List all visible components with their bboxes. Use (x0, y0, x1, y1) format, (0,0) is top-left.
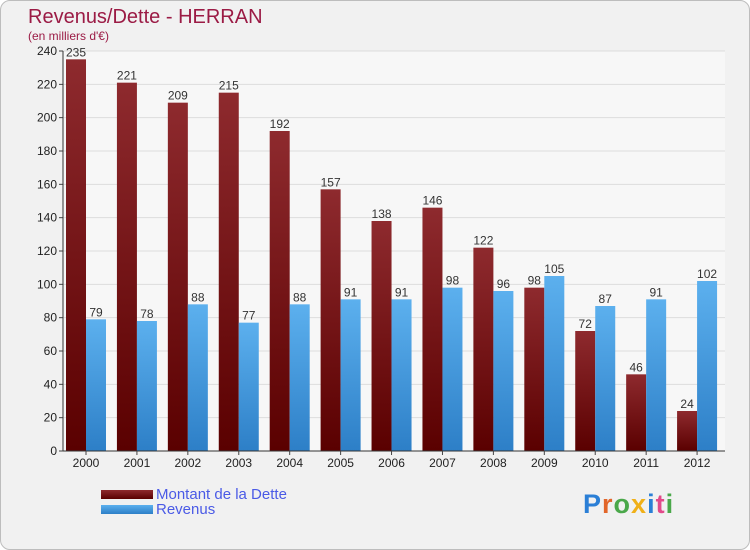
y-tick-label: 240 (37, 44, 57, 58)
data-label-dette: 157 (321, 175, 341, 189)
legend-swatch-revenus (101, 505, 153, 514)
data-label-dette: 215 (219, 79, 239, 93)
y-tick-label: 160 (37, 177, 57, 191)
x-tick-label: 2005 (327, 456, 354, 470)
bar-dette (167, 102, 188, 452)
data-label-dette: 192 (270, 117, 290, 131)
x-tick-label: 2007 (429, 456, 456, 470)
bar-dette (116, 82, 137, 452)
bar-dette (218, 92, 239, 452)
x-tick-label: 2012 (684, 456, 711, 470)
proxiti-logo: Proxiti (583, 489, 675, 519)
bar-dette (371, 221, 392, 451)
bar-dette (422, 207, 443, 451)
bar-dette (575, 331, 596, 451)
bar-dette (320, 189, 341, 452)
data-label-dette: 221 (117, 69, 137, 83)
data-label-dette: 72 (579, 317, 593, 331)
bar-revenus (493, 291, 514, 451)
y-tick-label: 60 (44, 344, 58, 358)
bar-revenus (391, 299, 412, 451)
y-tick-label: 80 (44, 311, 58, 325)
bar-dette (677, 411, 698, 451)
data-label-dette: 138 (372, 207, 392, 221)
legend-item-revenus: Revenus (101, 502, 287, 517)
x-tick-label: 2000 (73, 456, 100, 470)
bar-dette (269, 131, 290, 451)
bar-revenus (646, 299, 667, 451)
data-label-revenus: 91 (395, 285, 409, 299)
data-label-revenus: 105 (544, 262, 564, 276)
y-tick-label: 180 (37, 144, 57, 158)
data-label-dette: 209 (168, 89, 188, 103)
y-tick-label: 200 (37, 111, 57, 125)
y-tick-label: 120 (37, 244, 57, 258)
legend-label-revenus: Revenus (156, 501, 216, 518)
x-tick-label: 2010 (582, 456, 609, 470)
bar-revenus (136, 321, 157, 451)
bar-dette (473, 247, 494, 451)
legend-item-dette: Montant de la Dette (101, 487, 287, 502)
y-tick-label: 20 (44, 411, 58, 425)
data-label-dette: 46 (629, 360, 643, 374)
x-tick-label: 2006 (378, 456, 405, 470)
bar-revenus (187, 304, 208, 451)
bar-dette (626, 374, 647, 451)
x-tick-label: 2004 (276, 456, 303, 470)
data-label-dette: 146 (422, 194, 442, 208)
legend: Montant de la Dette Revenus (101, 487, 287, 517)
x-tick-label: 2002 (174, 456, 201, 470)
data-label-revenus: 88 (191, 290, 205, 304)
data-label-revenus: 88 (293, 290, 307, 304)
data-label-revenus: 79 (89, 305, 103, 319)
bar-revenus (544, 276, 565, 451)
legend-swatch-dette (101, 490, 153, 499)
bar-revenus (289, 304, 310, 451)
data-label-revenus: 77 (242, 309, 256, 323)
bar-revenus (340, 299, 361, 451)
bar-revenus (86, 319, 106, 451)
data-label-dette: 24 (680, 397, 694, 411)
bar-dette (66, 59, 86, 451)
data-label-dette: 235 (66, 45, 86, 59)
data-label-revenus: 102 (697, 267, 717, 281)
legend-label-dette: Montant de la Dette (156, 486, 287, 503)
y-tick-label: 100 (37, 277, 57, 291)
data-label-revenus: 91 (649, 285, 663, 299)
bar-dette (524, 287, 545, 451)
data-label-revenus: 87 (599, 292, 613, 306)
chart-title: Revenus/Dette - HERRAN (28, 6, 263, 28)
bar-revenus (697, 281, 718, 451)
bar-revenus (442, 287, 463, 451)
chart-subtitle: (en milliers d'€) (28, 29, 109, 43)
data-label-revenus: 91 (344, 285, 358, 299)
y-tick-label: 40 (44, 377, 58, 391)
bar-revenus (238, 322, 259, 451)
x-tick-label: 2009 (531, 456, 558, 470)
y-tick-label: 140 (37, 211, 57, 225)
x-tick-label: 2001 (124, 456, 151, 470)
x-tick-label: 2011 (633, 456, 659, 470)
x-tick-label: 2008 (480, 456, 507, 470)
data-label-dette: 98 (528, 274, 542, 288)
data-label-dette: 122 (473, 234, 493, 248)
bar-revenus (595, 306, 616, 451)
y-tick-label: 220 (37, 77, 57, 91)
y-tick-label: 0 (50, 444, 57, 458)
x-tick-label: 2003 (225, 456, 252, 470)
data-label-revenus: 96 (497, 277, 511, 291)
data-label-revenus: 78 (140, 307, 154, 321)
data-label-revenus: 98 (446, 274, 460, 288)
